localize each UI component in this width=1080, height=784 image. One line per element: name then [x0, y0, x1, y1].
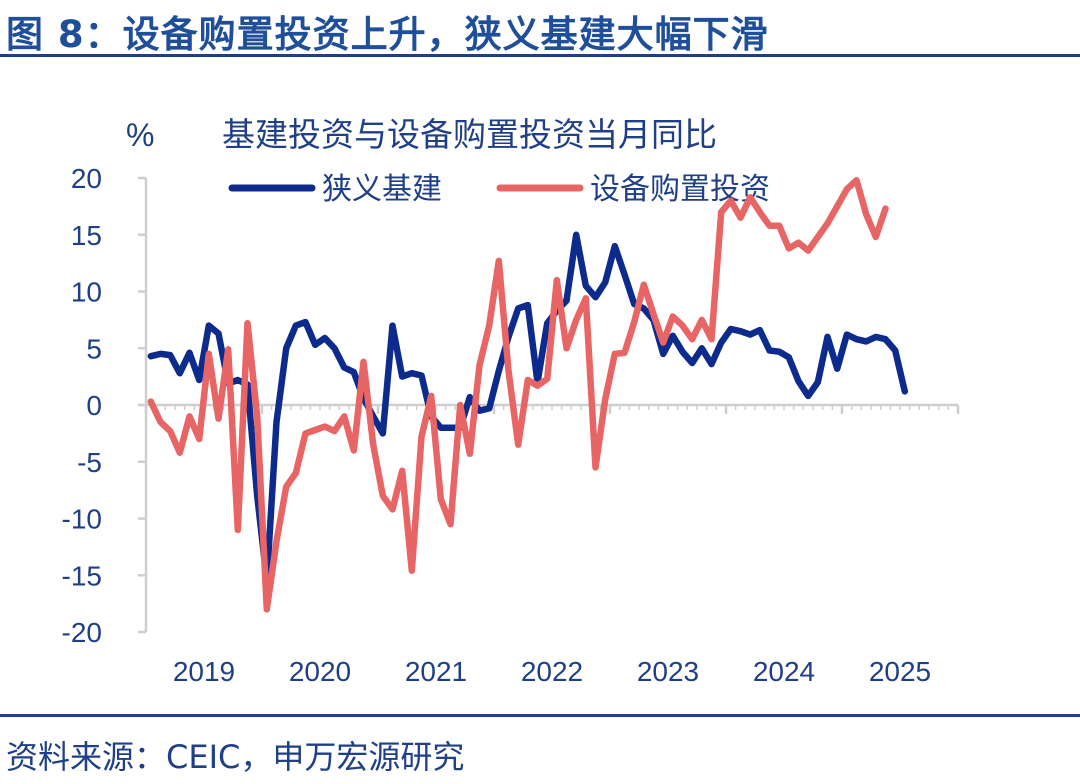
top-rule: [0, 54, 1080, 57]
y-tick-label: -5: [77, 447, 102, 478]
series-line-infra: [147, 231, 909, 585]
x-tick-label: 2024: [753, 656, 815, 687]
x-tick-label: 2021: [405, 656, 467, 687]
chart-title: 基建投资与设备购置投资当月同比: [222, 115, 717, 154]
y-tick-label: 5: [86, 333, 102, 364]
y-tick-label: -10: [62, 504, 102, 535]
x-tick-label: 2023: [637, 656, 699, 687]
y-axis-unit-label: %: [126, 117, 154, 153]
y-tick-label: 10: [71, 277, 102, 308]
bottom-rule: [0, 714, 1080, 717]
y-tick-label: 20: [71, 163, 102, 194]
figure-title: 图 8：设备购置投资上升，狭义基建大幅下滑: [6, 13, 769, 56]
y-axis: 20 15 10 5 0 -5 -10 -15 -20: [62, 163, 148, 648]
x-tick-label: 2020: [289, 656, 351, 687]
y-tick-label: -15: [62, 560, 102, 591]
series-line-equipment: [147, 177, 889, 613]
series-layer: [147, 177, 909, 613]
x-tick-label: 2025: [869, 656, 931, 687]
x-tick-label: 2022: [521, 656, 583, 687]
y-tick-label: 15: [71, 220, 102, 251]
y-tick-label: 0: [86, 390, 102, 421]
source-note: 资料来源：CEIC，申万宏源研究: [6, 738, 465, 776]
legend-label-infra: 狭义基建: [322, 172, 442, 207]
line-chart: % 基建投资与设备购置投资当月同比 狭义基建 设备购置投资 20 15 10 5 0 -5…: [62, 115, 960, 687]
legend: 狭义基建 设备购置投资: [228, 172, 770, 207]
y-tick-label: -20: [62, 617, 102, 648]
x-tick-label: 2019: [173, 656, 235, 687]
legend-label-equipment: 设备购置投资: [590, 172, 770, 207]
